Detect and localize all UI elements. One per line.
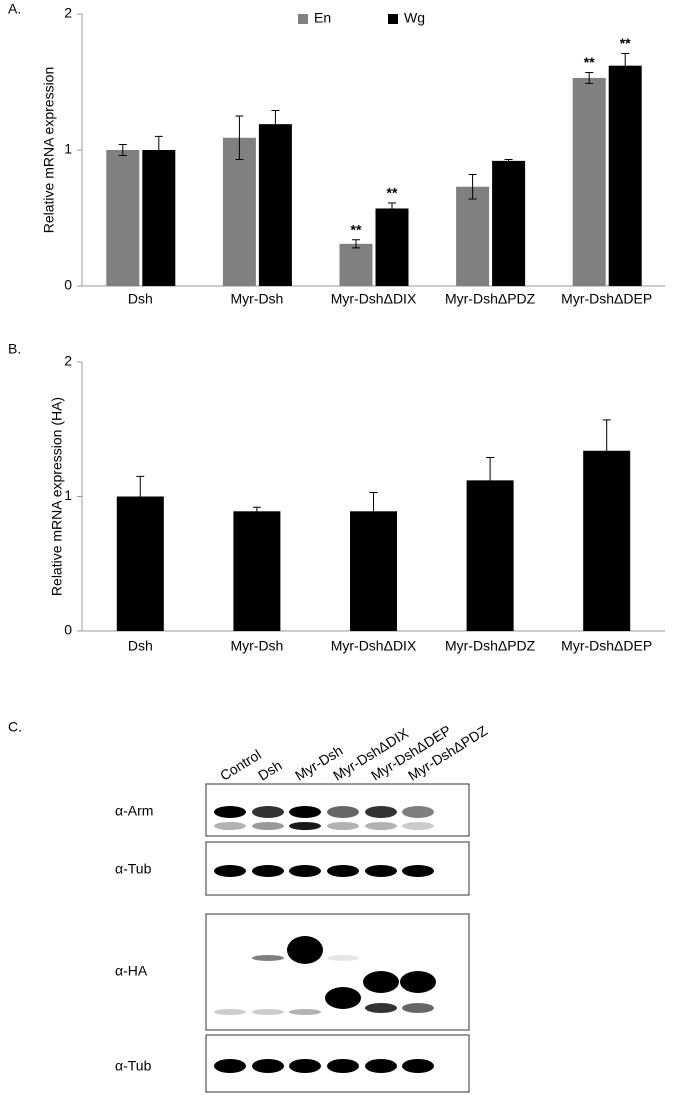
- error-bar: [271, 110, 280, 139]
- blot-band: [214, 822, 246, 830]
- legend-label: Wg: [404, 10, 425, 26]
- error-bar: [602, 419, 611, 483]
- error-bar: [585, 71, 594, 84]
- x-tick-label: Dsh: [128, 638, 153, 654]
- blot-band: [252, 955, 284, 961]
- legend-swatch: [298, 14, 308, 24]
- blot-band: [327, 822, 359, 830]
- x-tick-label: Myr-DshΔDIX: [331, 638, 417, 654]
- y-axis-label: Relative mRNA expression (HA): [49, 397, 65, 596]
- row-label: α-Tub: [115, 1058, 152, 1074]
- blot-band: [402, 822, 434, 830]
- blot-band: [252, 1009, 284, 1015]
- bar: [116, 496, 164, 631]
- blot-band: [327, 955, 359, 961]
- x-tick-label: Dsh: [128, 291, 153, 307]
- blot-band: [327, 1059, 359, 1073]
- blot-band: [365, 822, 397, 830]
- blot-band: [327, 806, 359, 818]
- lane-label: Control: [217, 746, 264, 783]
- x-tick-label: Myr-DshΔDEP: [561, 638, 652, 654]
- blot-band: [287, 936, 323, 964]
- legend-label: En: [314, 10, 331, 26]
- blot-band: [252, 822, 284, 830]
- panel-label: C.: [8, 719, 22, 735]
- blot-band: [289, 1009, 321, 1015]
- blot-band: [365, 1059, 397, 1073]
- blot-band: [365, 806, 397, 818]
- bar: [339, 243, 373, 286]
- blot-band: [289, 806, 321, 818]
- legend-swatch: [388, 14, 398, 24]
- bar: [456, 186, 490, 286]
- blot-band: [289, 1059, 321, 1073]
- x-tick-label: Myr-Dsh: [230, 638, 283, 654]
- bar: [233, 511, 281, 631]
- y-tick-label: 0: [64, 622, 72, 638]
- x-tick-label: Myr-DshΔPDZ: [445, 291, 536, 307]
- y-tick-label: 0: [64, 277, 72, 293]
- bar: [222, 137, 256, 286]
- blot-band: [214, 865, 246, 877]
- significance: **: [351, 221, 362, 237]
- blot-band: [400, 971, 436, 993]
- panel-label: A.: [8, 1, 21, 17]
- error-bar: [136, 475, 145, 518]
- x-tick-label: Myr-Dsh: [230, 291, 283, 307]
- blot-band: [365, 865, 397, 877]
- error-bar: [621, 52, 630, 79]
- bar: [375, 208, 409, 286]
- bar: [608, 65, 642, 287]
- x-tick-label: Myr-DshΔDEP: [561, 291, 652, 307]
- error-bar: [252, 506, 261, 516]
- significance: **: [620, 35, 631, 51]
- bar: [258, 124, 292, 286]
- blot-band: [289, 822, 321, 830]
- error-bar: [352, 239, 360, 249]
- blot-band: [402, 1059, 434, 1073]
- panel-label: B.: [8, 341, 21, 357]
- y-tick-label: 1: [64, 141, 72, 157]
- blot-band: [252, 806, 284, 818]
- error-bar: [235, 115, 244, 161]
- blot-band: [289, 865, 321, 877]
- blot-band: [325, 987, 361, 1009]
- bar: [142, 150, 176, 286]
- blot-band: [252, 865, 284, 877]
- blot-band: [327, 865, 359, 877]
- error-bar: [118, 144, 127, 156]
- blot-band: [402, 865, 434, 877]
- blot-band: [365, 1003, 397, 1013]
- y-tick-label: 2: [64, 353, 72, 369]
- error-bar: [154, 135, 163, 165]
- blot-band: [214, 1009, 246, 1015]
- bar: [492, 160, 526, 286]
- bar: [466, 480, 514, 631]
- row-label: α-Arm: [115, 803, 153, 819]
- error-bar: [468, 173, 477, 200]
- y-tick-label: 2: [64, 5, 72, 21]
- blot-band: [402, 806, 434, 818]
- bar: [572, 77, 606, 286]
- blot-band: [402, 1003, 434, 1013]
- row-label: α-Tub: [115, 861, 152, 877]
- y-axis-label: Relative mRNA expression: [41, 67, 57, 234]
- x-tick-label: Myr-DshΔDIX: [331, 291, 417, 307]
- bar: [350, 511, 397, 631]
- row-label: α-HA: [115, 963, 148, 979]
- x-tick-label: Myr-DshΔPDZ: [445, 638, 536, 654]
- significance: **: [584, 54, 595, 70]
- blot-band: [252, 1059, 284, 1073]
- significance: **: [387, 185, 398, 201]
- blot-band: [214, 1059, 246, 1073]
- bar: [106, 150, 140, 286]
- error-bar: [388, 202, 396, 215]
- blot-band: [214, 806, 246, 818]
- error-bar: [486, 456, 495, 504]
- error-bar: [369, 491, 378, 531]
- error-bar: [504, 159, 513, 163]
- blot-band: [363, 971, 399, 993]
- y-tick-label: 1: [64, 487, 72, 503]
